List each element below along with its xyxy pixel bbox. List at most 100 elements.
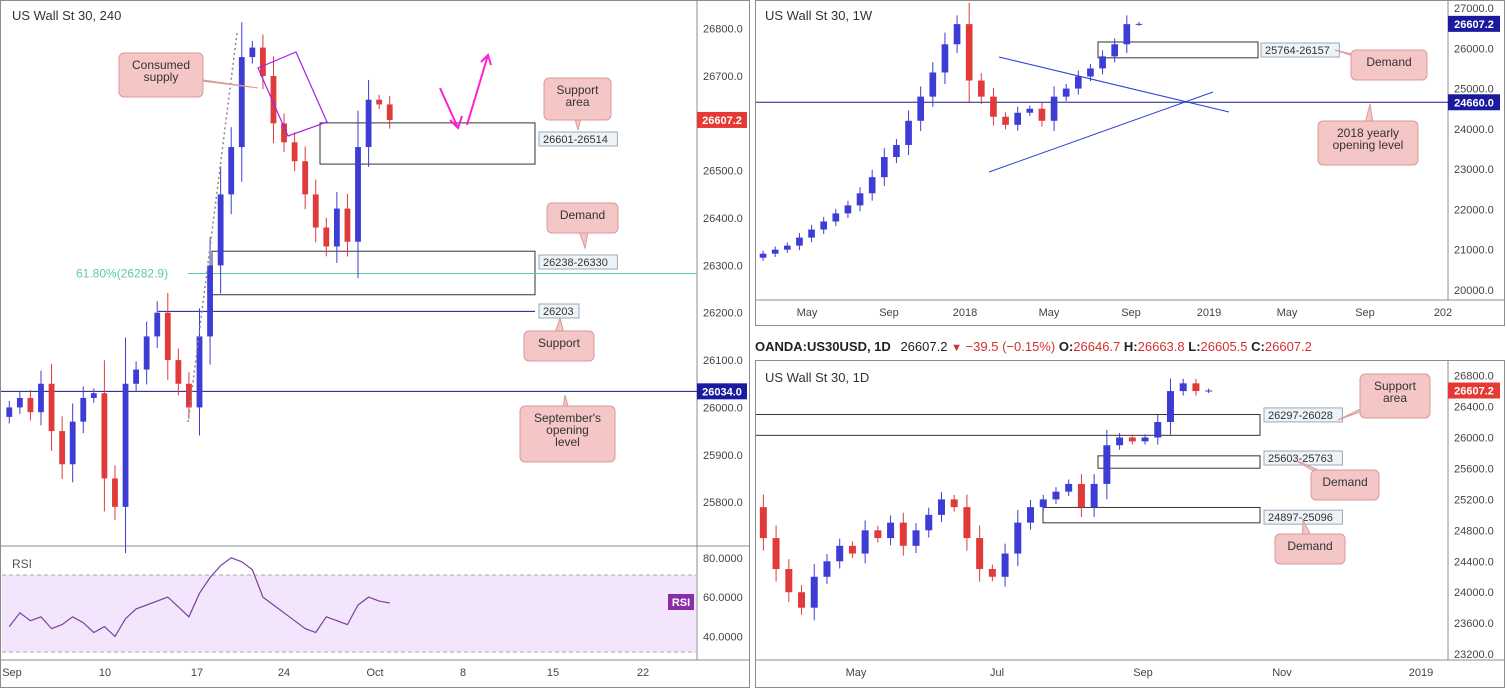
daily-candle [963, 494, 971, 551]
weekly-price-tick: 27000.0 [1454, 3, 1494, 15]
daily-candle [848, 541, 856, 559]
zone-label-26203 [538, 303, 580, 319]
h4-candle [48, 363, 55, 451]
daily-date-tick: 2019 [1409, 667, 1433, 679]
h4-candle [291, 132, 298, 172]
h4-date-tick: 17 [191, 667, 203, 679]
svg-text:Support: Support [538, 336, 581, 350]
quote-close: 26607.2 [1264, 339, 1312, 354]
h4-price-tick: 25800.0 [703, 497, 743, 509]
down-arrow-icon: ▼ [951, 342, 962, 354]
h4-candle [112, 465, 118, 521]
h4-candle [59, 416, 66, 480]
triangle-lower-line [988, 91, 1214, 173]
weekly-last-price-tag-text: 26607.2 [1454, 19, 1494, 31]
daily-date-tick: May [846, 667, 867, 679]
weekly-candle [844, 200, 852, 219]
weekly-date-tick: Sep [879, 307, 899, 319]
daily-candle [1103, 429, 1111, 500]
weekly-price-tick: 23000.0 [1454, 164, 1494, 176]
h4-candle [69, 403, 76, 483]
daily-price-tick: 26400.0 [1454, 402, 1494, 414]
h4-chart[interactable]: 61.80%(26282.9) 26601-26514 26238-26330 262… [0, 0, 750, 688]
h4-candle [365, 79, 372, 167]
weekly-candle [990, 87, 997, 126]
daily-price-tick: 23600.0 [1454, 618, 1494, 630]
weekly-candle [1002, 112, 1009, 130]
daily-chart-panel[interactable]: 26297-26028 25603-25763 24897-25096 Support… [755, 360, 1505, 688]
daily-candle [1141, 434, 1149, 445]
weekly-date-tick: Sep [1355, 307, 1375, 319]
weekly-date-tick: 202 [1434, 307, 1452, 319]
weekly-candle [808, 224, 815, 243]
daily-zone-label-3-text: 24897-25096 [1268, 512, 1333, 524]
weekly-candle [796, 233, 803, 251]
svg-text:Demand: Demand [1366, 55, 1411, 69]
daily-zone-label-2-text: 25603-25763 [1268, 453, 1333, 465]
weekly-last-price-tag [1448, 15, 1500, 32]
h4-candle [302, 146, 309, 210]
daily-candle [785, 559, 793, 603]
daily-candle [1065, 479, 1073, 497]
daily-candle [899, 512, 907, 556]
daily-candle [988, 564, 996, 582]
svg-text:Demand: Demand [560, 208, 605, 222]
weekly-zone-label [1260, 42, 1340, 58]
h4-candle [238, 22, 245, 182]
arrow-up-icon [466, 54, 489, 126]
weekly-date-tick: 2019 [1197, 307, 1221, 319]
daily-candle [1192, 378, 1200, 396]
zone-label-demand [538, 254, 618, 270]
h4-date-tick: 24 [278, 667, 290, 679]
rsi-tick: 40.0000 [703, 631, 743, 643]
zone-label-support-text: 26601-26514 [543, 134, 608, 146]
svg-text:Demand: Demand [1322, 475, 1367, 489]
daily-date-tick: Sep [1133, 667, 1153, 679]
daily-candle [937, 492, 945, 523]
rsi-label: RSI [12, 557, 33, 571]
weekly-candle [1123, 15, 1131, 54]
h4-level-tag-text: 26034.0 [702, 386, 742, 398]
h4-level-tag [697, 383, 747, 400]
h4-candle [228, 127, 235, 215]
h4-candle [270, 56, 277, 144]
svg-text:Demand: Demand [1287, 539, 1332, 553]
daily-candle [1014, 510, 1022, 567]
weekly-candle [856, 187, 864, 212]
h4-candle [38, 370, 44, 426]
weekly-candle [771, 246, 779, 257]
h4-candle [122, 337, 129, 554]
h4-candle [6, 400, 13, 424]
daily-candle [861, 520, 869, 564]
weekly-price-tick: 25000.0 [1454, 84, 1494, 96]
weekly-candle [1087, 63, 1094, 82]
daily-demand-zone-1 [1097, 455, 1261, 469]
weekly-candle [783, 242, 791, 253]
h4-date-tick: 15 [547, 667, 559, 679]
daily-candle [1116, 433, 1124, 450]
h4-candle [217, 166, 224, 294]
h4-chart-panel[interactable]: 61.80%(26282.9) 26601-26514 26238-26330 262… [0, 0, 750, 688]
weekly-title: US Wall St 30, 1W [765, 8, 873, 23]
h4-candle [344, 193, 351, 257]
daily-price-tick: 23200.0 [1454, 649, 1494, 661]
open-label: O: [1058, 339, 1074, 354]
h4-price-tick: 26500.0 [703, 166, 743, 178]
h4-candle [143, 321, 150, 385]
weekly-price-tick: 26000.0 [1454, 43, 1494, 55]
weekly-candle [868, 169, 876, 201]
weekly-candle [759, 250, 767, 261]
weekly-chart-panel[interactable]: 25764-26157 Demand 2018 yearly opening leve… [755, 0, 1505, 326]
daily-price-tick: 24000.0 [1454, 587, 1494, 599]
svg-text:Consumed: Consumed [132, 58, 190, 72]
daily-candle [772, 525, 780, 582]
daily-chart[interactable]: 26297-26028 25603-25763 24897-25096 Support… [755, 360, 1505, 688]
weekly-zone-label-text: 25764-26157 [1265, 45, 1330, 57]
zone-label-26203-text: 26203 [543, 306, 574, 318]
h4-price-tick: 26800.0 [703, 24, 743, 36]
daily-demand-zone-2 [1042, 506, 1261, 524]
weekly-candle [893, 138, 900, 164]
h4-price-tick: 25900.0 [703, 450, 743, 462]
